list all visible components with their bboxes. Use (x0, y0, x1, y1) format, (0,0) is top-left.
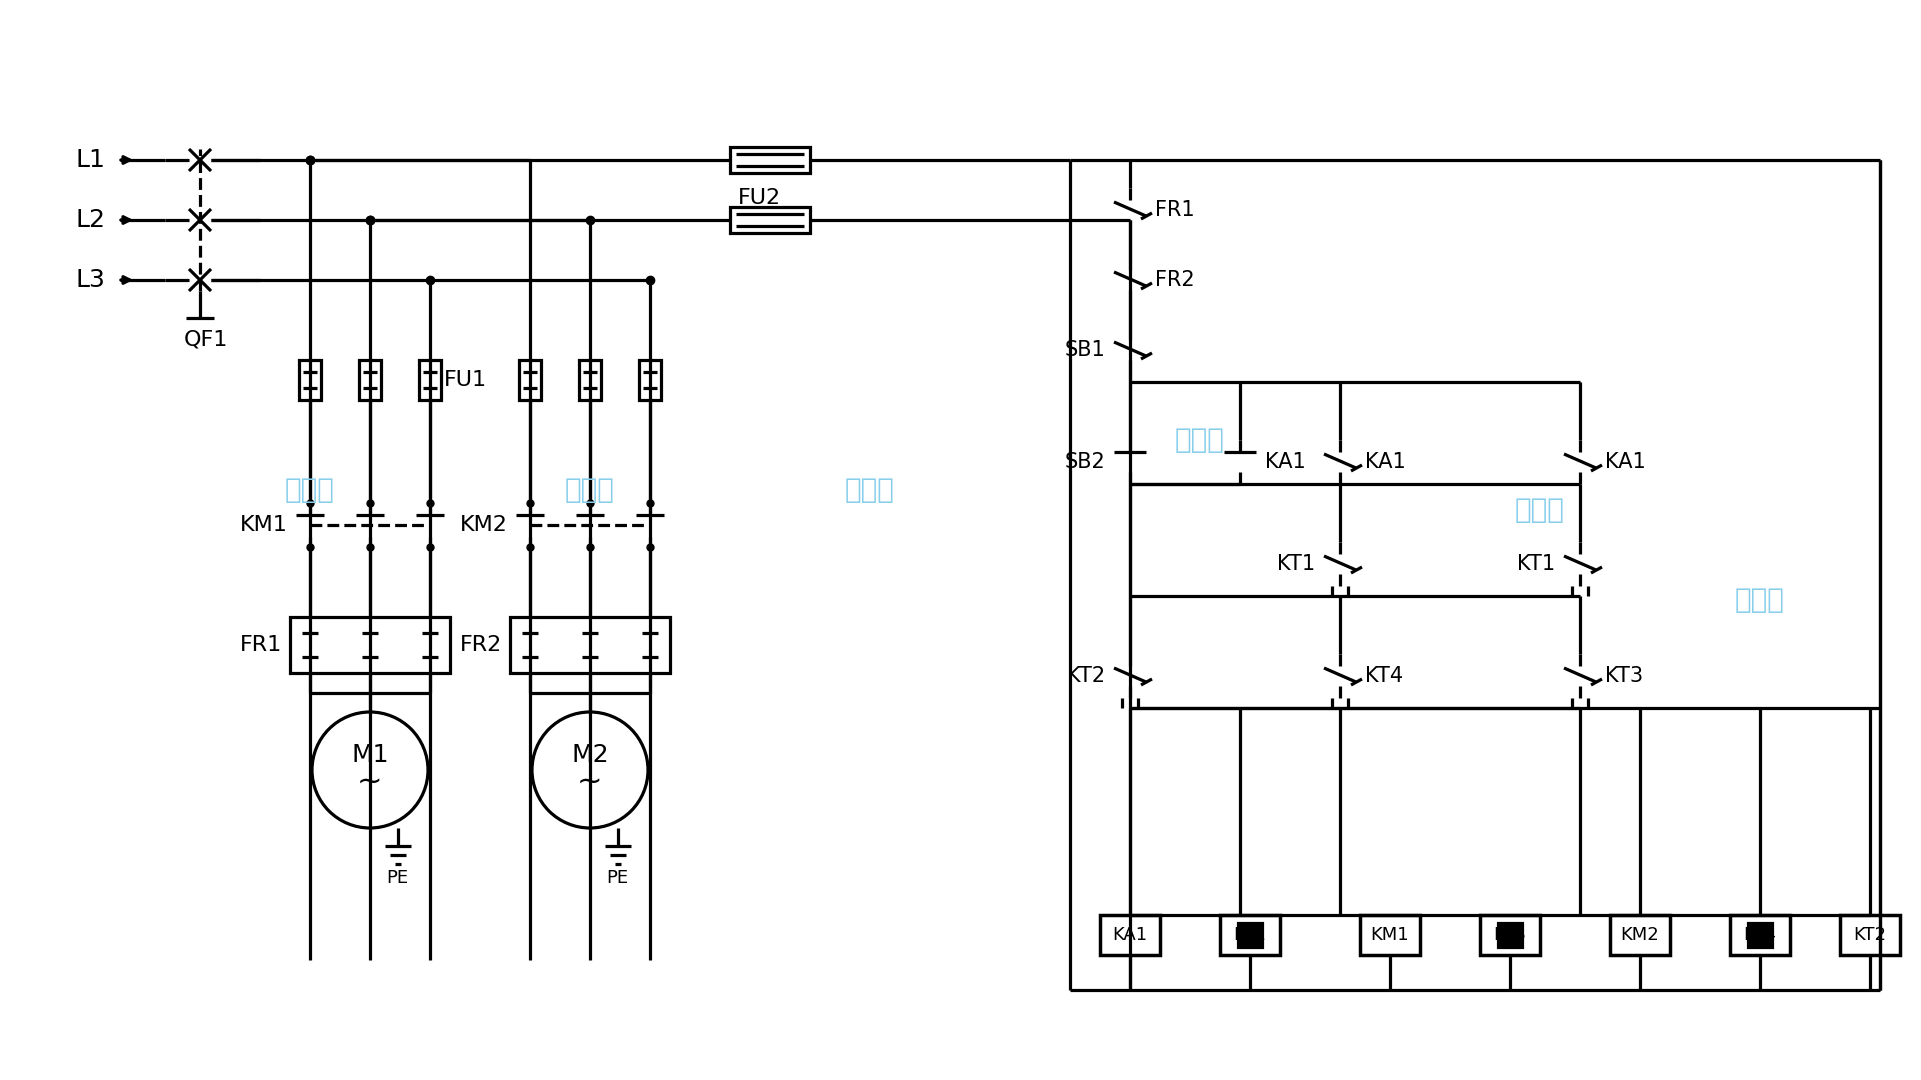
Text: KT3: KT3 (1493, 926, 1527, 944)
Text: L2: L2 (75, 208, 106, 232)
Text: KM2: KM2 (1621, 926, 1660, 944)
Bar (1840, 915, 1900, 955)
Bar (300, 360, 321, 400)
Text: KT3: KT3 (1606, 666, 1642, 686)
Bar (419, 360, 442, 400)
Text: 电工鼠: 电工鼠 (565, 476, 615, 504)
Bar (1360, 915, 1420, 955)
Text: KT4: KT4 (1744, 926, 1777, 944)
Text: FR2: FR2 (459, 635, 501, 654)
Text: KT1: KT1 (1277, 554, 1316, 573)
Text: 电工鼠: 电工鼠 (845, 476, 895, 504)
Text: KA1: KA1 (1112, 926, 1147, 944)
Text: L3: L3 (75, 268, 106, 292)
Text: KM1: KM1 (1372, 926, 1410, 944)
Text: SB2: SB2 (1064, 453, 1105, 472)
Bar (519, 360, 542, 400)
Bar (1220, 915, 1279, 955)
Text: KT1: KT1 (1233, 926, 1266, 944)
Text: FR1: FR1 (1155, 200, 1195, 220)
Text: KM2: KM2 (459, 515, 507, 535)
Text: FU1: FU1 (444, 370, 488, 390)
Bar (578, 360, 601, 400)
Text: KM1: KM1 (240, 515, 288, 535)
Bar (1731, 915, 1790, 955)
Text: KA1: KA1 (1606, 453, 1646, 472)
Text: 电工鼠: 电工鼠 (1176, 426, 1226, 454)
Bar (509, 617, 670, 673)
Text: FR2: FR2 (1155, 270, 1195, 291)
Text: KT4: KT4 (1366, 666, 1402, 686)
Text: ~: ~ (576, 768, 603, 797)
Bar (730, 147, 811, 173)
Text: PE: PE (605, 869, 628, 887)
Bar (359, 360, 380, 400)
Text: M2: M2 (571, 743, 609, 767)
Bar (730, 207, 811, 233)
Text: KT2: KT2 (1854, 926, 1886, 944)
Text: PE: PE (386, 869, 407, 887)
Text: L1: L1 (75, 148, 106, 172)
Bar (1748, 923, 1771, 947)
Circle shape (311, 712, 428, 828)
Text: SB1: SB1 (1064, 340, 1105, 360)
Text: KT1: KT1 (1518, 554, 1554, 573)
Text: FR1: FR1 (240, 635, 282, 654)
Bar (1498, 923, 1521, 947)
Text: QF1: QF1 (184, 330, 229, 350)
Bar (1101, 915, 1160, 955)
Circle shape (532, 712, 647, 828)
Text: KT2: KT2 (1066, 666, 1105, 686)
Bar (1237, 923, 1262, 947)
Bar (290, 617, 450, 673)
Bar (640, 360, 661, 400)
Text: ~: ~ (357, 768, 382, 797)
Text: 电工鼠: 电工鼠 (1735, 586, 1785, 615)
Text: KA1: KA1 (1366, 453, 1406, 472)
Text: 电工鼠: 电工鼠 (284, 476, 334, 504)
Bar (1610, 915, 1669, 955)
Bar (1479, 915, 1541, 955)
Text: M1: M1 (352, 743, 388, 767)
Text: 电工鼠: 电工鼠 (1516, 496, 1566, 524)
Text: FU2: FU2 (738, 188, 782, 208)
Text: KA1: KA1 (1266, 453, 1306, 472)
